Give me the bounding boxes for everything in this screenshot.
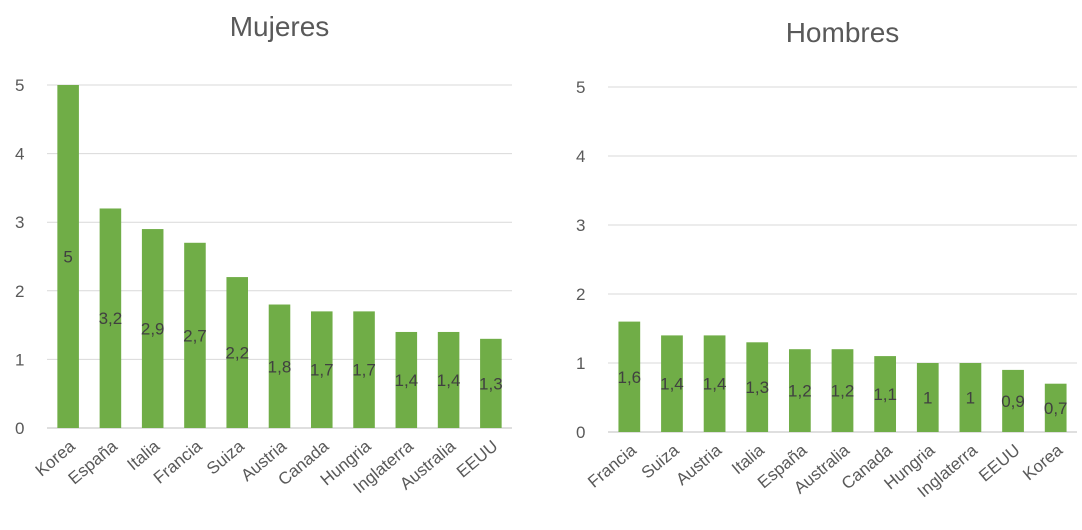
x-tick-label: Austria <box>672 440 725 489</box>
data-label: 1 <box>923 389 932 408</box>
bar <box>141 229 164 428</box>
x-tick-label: Francia <box>584 440 640 491</box>
y-tick-label: 4 <box>576 147 585 166</box>
bar <box>746 342 769 432</box>
y-tick-label: 2 <box>576 285 585 304</box>
bar <box>57 85 79 428</box>
bar <box>437 331 460 428</box>
bar <box>480 338 502 428</box>
x-tick-label: Francia <box>150 436 206 487</box>
data-label: 2,9 <box>141 320 165 339</box>
data-label: 0,7 <box>1044 399 1068 418</box>
data-label: 1,1 <box>873 385 897 404</box>
y-tick-label: 5 <box>576 78 585 97</box>
data-label: 1,7 <box>352 361 376 380</box>
data-label: 1 <box>966 389 975 408</box>
bar <box>353 311 375 428</box>
bar <box>268 304 291 428</box>
chart-mujeres: Mujeres0123455Korea3,2España2,9Italia2,7… <box>15 11 512 497</box>
data-label: 1,3 <box>745 378 769 397</box>
bar <box>703 335 726 432</box>
data-label: 1,3 <box>479 374 503 393</box>
bar <box>788 349 811 432</box>
data-label: 2,2 <box>225 344 249 363</box>
chart-title: Mujeres <box>230 11 330 42</box>
x-tick-label: EEUU <box>975 441 1023 486</box>
chart-hombres: Hombres0123451,6Francia1,4Suiza1,4Austri… <box>576 17 1077 501</box>
y-tick-label: 1 <box>576 354 585 373</box>
bar <box>1002 369 1024 432</box>
bar <box>395 331 418 428</box>
data-label: 5 <box>63 248 72 267</box>
y-tick-label: 0 <box>15 419 24 438</box>
bar <box>184 242 206 428</box>
y-tick-label: 3 <box>576 216 585 235</box>
x-tick-label: Korea <box>1019 440 1066 484</box>
y-tick-label: 0 <box>576 423 585 442</box>
data-label: 1,4 <box>437 371 461 390</box>
y-tick-label: 2 <box>15 282 24 301</box>
data-label: 1,2 <box>788 382 812 401</box>
data-label: 0,9 <box>1001 392 1025 411</box>
data-label: 1,4 <box>703 375 727 394</box>
data-label: 1,8 <box>268 357 292 376</box>
x-tick-label: España <box>65 436 122 488</box>
data-label: 1,6 <box>617 368 641 387</box>
x-tick-label: EEUU <box>453 437 501 482</box>
data-label: 2,7 <box>183 326 207 345</box>
y-tick-label: 4 <box>15 145 24 164</box>
data-label: 3,2 <box>99 309 123 328</box>
bar <box>226 277 249 428</box>
bar <box>661 335 683 432</box>
bar <box>99 208 122 428</box>
data-label: 1,4 <box>660 375 684 394</box>
data-label: 1,4 <box>394 371 418 390</box>
data-label: 1,7 <box>310 361 334 380</box>
bar <box>916 363 939 432</box>
y-tick-label: 3 <box>15 213 24 232</box>
chart-title: Hombres <box>786 17 900 48</box>
bar <box>310 311 333 428</box>
bar <box>618 321 641 432</box>
bar <box>831 349 854 432</box>
y-tick-label: 5 <box>15 76 24 95</box>
bar <box>1044 383 1067 432</box>
y-tick-label: 1 <box>15 350 24 369</box>
bar <box>959 363 982 432</box>
bar <box>874 356 897 432</box>
data-label: 1,2 <box>831 382 855 401</box>
